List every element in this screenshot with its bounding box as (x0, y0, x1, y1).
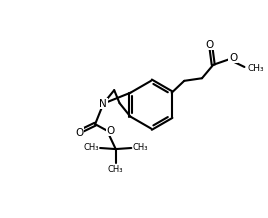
Text: O: O (229, 53, 237, 63)
Text: CH₃: CH₃ (133, 143, 148, 152)
Text: O: O (206, 40, 214, 50)
Text: CH₃: CH₃ (247, 64, 264, 73)
Text: CH₃: CH₃ (83, 143, 99, 152)
Text: O: O (75, 128, 83, 138)
Text: N: N (99, 99, 107, 109)
Text: O: O (107, 126, 115, 136)
Text: CH₃: CH₃ (108, 165, 124, 174)
